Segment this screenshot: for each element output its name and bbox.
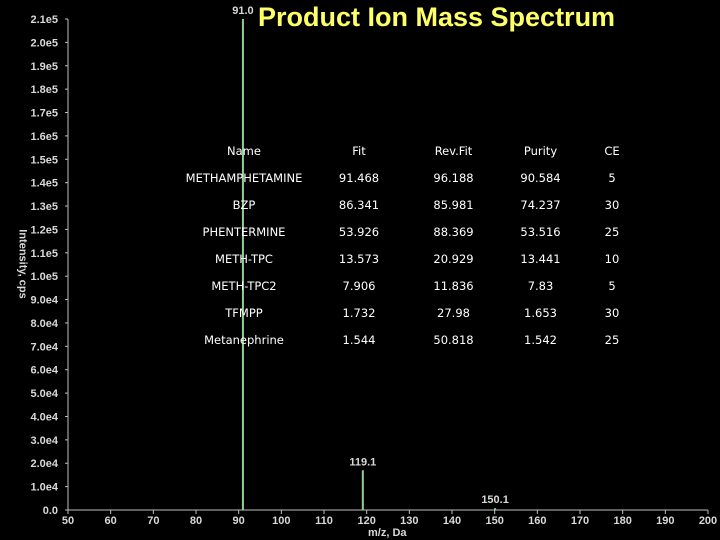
x-tick-label: 120: [357, 515, 375, 527]
y-tick-label: 6.0e4: [30, 365, 58, 377]
results-header-row: Name Fit Rev.Fit Purity CE: [180, 137, 640, 164]
table-row: TFMPP 1.732 27.98 1.653 30: [180, 299, 640, 326]
header-ce: CE: [604, 143, 620, 158]
cell-rev-fit: 11.836: [433, 278, 474, 293]
y-tick-label: 5.0e4: [30, 388, 58, 400]
x-tick-label: 190: [656, 515, 674, 527]
cell-fit: 1.544: [342, 332, 376, 347]
y-tick-label: 0.0: [43, 505, 58, 517]
y-tick-label: 1.7e5: [30, 108, 58, 120]
y-tick-label: 1.8e5: [30, 84, 58, 96]
cell-name: Metanephrine: [204, 332, 284, 347]
cell-ce: 5: [608, 170, 616, 185]
cell-rev-fit: 50.818: [433, 332, 474, 347]
chart-title: Product Ion Mass Spectrum: [258, 2, 616, 32]
cell-fit: 1.732: [342, 305, 376, 320]
cell-rev-fit: 85.981: [433, 197, 474, 212]
table-row: METH-TPC2 7.906 11.836 7.83 5: [180, 272, 640, 299]
cell-purity: 74.237: [520, 197, 561, 212]
x-axis-label: m/z, Da: [368, 527, 407, 539]
x-tick-label: 140: [443, 515, 461, 527]
y-tick-label: 4.0e4: [30, 411, 58, 423]
header-purity: Purity: [523, 143, 558, 158]
y-axis-label: Intensity, cps: [16, 229, 29, 299]
plot-area: 0.0 1.0e4 2.0e4 3.0e4 4.0e4 5.0e4 6.0e4 7.0e4 8.…: [30, 5, 717, 527]
cell-name: METHAMPHETAMINE: [185, 170, 303, 185]
cell-ce: 30: [604, 197, 620, 212]
y-tick-label: 1.6e5: [30, 131, 58, 143]
x-tick-label: 110: [315, 515, 333, 527]
y-tick-label: 1.0e5: [30, 271, 58, 283]
cell-ce: 10: [604, 251, 620, 266]
y-tick-label: 1.4e5: [30, 178, 58, 190]
y-tick-label: 7.0e4: [30, 341, 58, 353]
cell-rev-fit: 27.98: [437, 305, 470, 320]
cell-fit: 53.926: [338, 224, 380, 239]
header-fit: Fit: [352, 143, 366, 158]
y-tick-label: 8.0e4: [30, 318, 58, 330]
cell-rev-fit: 88.369: [433, 224, 474, 239]
cell-purity: 7.83: [527, 278, 554, 293]
x-tick-label: 60: [105, 515, 117, 527]
cell-name: BZP: [232, 197, 256, 212]
cell-name: TFMPP: [225, 305, 263, 320]
cell-name: PHENTERMINE: [202, 224, 286, 239]
cell-purity: 1.653: [524, 305, 557, 320]
cell-purity: 1.542: [524, 332, 557, 347]
cell-rev-fit: 96.188: [433, 170, 474, 185]
y-tick-label: 2.0e5: [30, 37, 58, 49]
cell-fit: 86.341: [338, 197, 380, 212]
x-tick-label: 150: [485, 515, 503, 527]
y-tick-label: 2.0e4: [30, 458, 58, 470]
x-tick-label: 170: [571, 515, 589, 527]
x-tick-label: 50: [62, 515, 74, 527]
peak-label: 119.1: [349, 456, 376, 468]
y-tick-label: 1.3e5: [30, 201, 58, 213]
y-tick-label: 3.0e4: [30, 435, 58, 447]
cell-fit: 7.906: [342, 278, 376, 293]
x-tick-label: 160: [528, 515, 546, 527]
table-row: METH-TPC 13.573 20.929 13.441 10: [180, 245, 640, 272]
peak-label: 91.0: [232, 5, 253, 17]
table-row: METHAMPHETAMINE 91.468 96.188 90.584 5: [180, 164, 640, 191]
x-tick-label: 200: [699, 515, 717, 527]
x-tick-label: 70: [147, 515, 159, 527]
table-row: Metanephrine 1.544 50.818 1.542 25: [180, 326, 640, 353]
x-tick-label: 130: [400, 515, 418, 527]
y-tick-label: 2.1e5: [30, 14, 58, 26]
table-row: BZP 86.341 85.981 74.237 30: [180, 191, 640, 218]
x-tick-label: 90: [233, 515, 245, 527]
y-tick-label: 9.0e4: [30, 295, 58, 307]
cell-fit: 13.573: [338, 251, 380, 266]
cell-fit: 91.468: [338, 170, 380, 185]
cell-ce: 25: [604, 224, 620, 239]
x-tick-label: 100: [272, 515, 290, 527]
x-tick-label: 180: [613, 515, 631, 527]
header-rev-fit: Rev.Fit: [434, 143, 473, 158]
y-tick-label: 1.1e5: [30, 248, 58, 260]
table-row: PHENTERMINE 53.926 88.369 53.516 25: [180, 218, 640, 245]
y-tick-label: 1.2e5: [30, 224, 58, 236]
peak-label: 150.1: [481, 494, 509, 506]
cell-ce: 25: [604, 332, 620, 347]
y-tick-label: 1.9e5: [30, 61, 58, 73]
cell-rev-fit: 20.929: [433, 251, 474, 266]
x-tick-label: 80: [190, 515, 202, 527]
library-search-results-table: Name Fit Rev.Fit Purity CE METHAMPHETAMI…: [180, 137, 640, 353]
y-tick-label: 1.0e4: [30, 482, 58, 494]
cell-purity: 53.516: [520, 224, 561, 239]
cell-name: METH-TPC: [215, 251, 273, 266]
cell-ce: 30: [604, 305, 620, 320]
y-tick-label: 1.5e5: [30, 154, 58, 166]
cell-name: METH-TPC2: [211, 278, 277, 293]
cell-ce: 5: [608, 278, 616, 293]
cell-purity: 13.441: [520, 251, 561, 266]
cell-purity: 90.584: [520, 170, 561, 185]
header-name: Name: [227, 143, 261, 158]
